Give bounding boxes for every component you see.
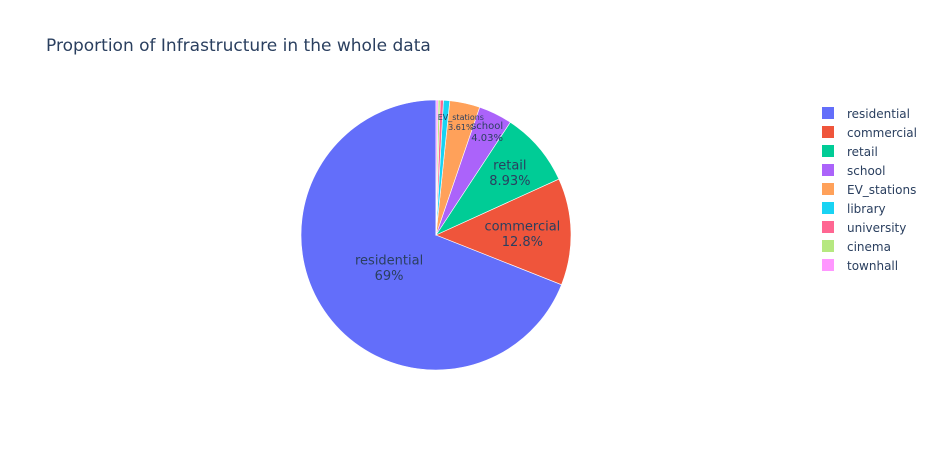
slice-label-residential: residential 69% xyxy=(355,254,423,285)
legend: residential commercial retail school EV_stat… xyxy=(822,107,917,273)
chart-title: Proportion of Infrastructure in the whol… xyxy=(46,36,431,56)
pie-slice-commercial[interactable] xyxy=(435,178,572,286)
pie-slice-townhall[interactable] xyxy=(435,99,439,236)
slice-label-retail: retail 8.93% xyxy=(489,158,530,189)
legend-swatch xyxy=(822,107,834,119)
legend-swatch xyxy=(822,164,834,176)
legend-item-library[interactable]: library xyxy=(822,202,886,216)
legend-label: university xyxy=(847,221,906,235)
legend-item-townhall[interactable]: townhall xyxy=(822,259,898,273)
legend-swatch xyxy=(822,183,834,195)
legend-item-commercial[interactable]: commercial xyxy=(822,126,917,140)
legend-label: townhall xyxy=(847,259,898,273)
legend-label: school xyxy=(847,164,885,178)
legend-swatch xyxy=(822,240,834,252)
legend-item-cinema[interactable]: cinema xyxy=(822,240,891,254)
legend-swatch xyxy=(822,221,834,233)
legend-swatch xyxy=(822,126,834,138)
legend-swatch xyxy=(822,259,834,271)
slice-label-school: school 4.03% xyxy=(471,121,503,144)
slice-label-ev-stations: EV_stations 3.61% xyxy=(438,113,484,132)
legend-label: cinema xyxy=(847,240,891,254)
legend-swatch xyxy=(822,202,834,214)
legend-item-ev-stations[interactable]: EV_stations xyxy=(822,183,916,197)
pie-slice-labels: residential 69% commercial 12.8% retail 8.93%… xyxy=(355,113,560,284)
legend-item-school[interactable]: school xyxy=(822,164,885,178)
pie-slices xyxy=(300,99,572,371)
slice-label-commercial: commercial 12.8% xyxy=(484,219,560,250)
pie-slice-residential[interactable] xyxy=(300,99,562,371)
legend-item-university[interactable]: university xyxy=(822,221,906,235)
legend-item-retail[interactable]: retail xyxy=(822,145,878,159)
legend-swatch xyxy=(822,145,834,157)
legend-label: library xyxy=(847,202,886,216)
legend-label: retail xyxy=(847,145,878,159)
legend-label: EV_stations xyxy=(847,183,916,197)
legend-label: residential xyxy=(847,107,910,121)
legend-label: commercial xyxy=(847,126,917,140)
legend-item-residential[interactable]: residential xyxy=(822,107,910,121)
